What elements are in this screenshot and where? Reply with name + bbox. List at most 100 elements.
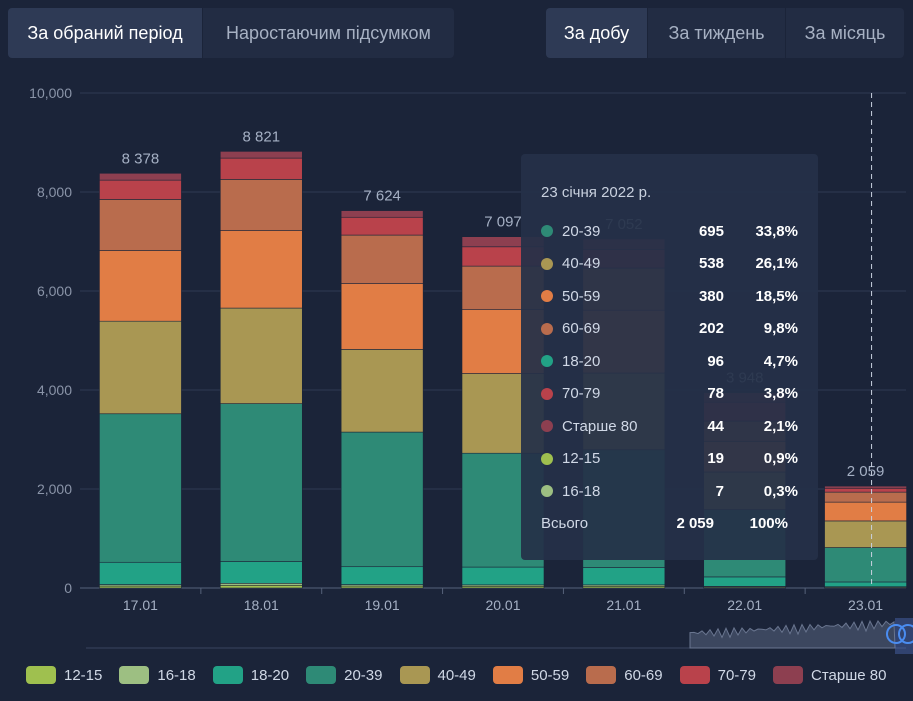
bar-segment bbox=[99, 561, 182, 585]
tooltip-row: 12-15 19 0,9% bbox=[541, 443, 798, 476]
y-tick-label: 4,000 bbox=[37, 382, 72, 398]
series-dot-icon bbox=[541, 225, 553, 238]
tooltip-row-pct: 26,1% bbox=[755, 255, 798, 273]
chart-tooltip: 23 січня 2022 р. 20-39 695 33,8% 40-49 538 26… bbox=[521, 154, 818, 560]
legend-swatch-icon bbox=[119, 666, 150, 684]
legend-item[interactable]: 70-79 bbox=[679, 666, 756, 684]
tooltip-row-label: 16-18 bbox=[562, 482, 601, 500]
legend-label: 40-49 bbox=[437, 666, 476, 684]
bar-total-label: 2 059 bbox=[847, 463, 885, 480]
bar-segment bbox=[824, 485, 907, 489]
bar-segment bbox=[340, 431, 424, 568]
bar-segment bbox=[219, 403, 303, 562]
chart-legend: 12-15 16-18 18-20 20-39 40-49 50-59 60-69 70-79… bbox=[26, 666, 903, 684]
tooltip-row-label: 40-49 bbox=[562, 255, 601, 273]
tab-selected-period[interactable]: За обраний період bbox=[8, 8, 203, 58]
bar-segment bbox=[340, 283, 424, 350]
bar-total-label: 8 378 bbox=[122, 150, 160, 167]
tooltip-row: 40-49 538 26,1% bbox=[541, 248, 798, 281]
tooltip-row-label: 50-59 bbox=[562, 287, 601, 305]
x-tick-label: 19.01 bbox=[365, 597, 400, 613]
legend-swatch-icon bbox=[26, 666, 56, 684]
series-dot-icon bbox=[541, 452, 553, 465]
navigator-series bbox=[689, 619, 896, 649]
tooltip-date: 23 січня 2022 р. bbox=[541, 184, 652, 201]
tab-cumulative[interactable]: Наростаючим підсумком bbox=[203, 8, 454, 58]
tooltip-total-label: Всього bbox=[541, 515, 589, 533]
bar-segment bbox=[824, 491, 907, 503]
bar-total-label: 7 097 bbox=[484, 214, 522, 231]
legend-swatch-icon bbox=[679, 666, 710, 684]
tooltip-row-value: 78 bbox=[707, 385, 724, 403]
legend-label: 18-20 bbox=[250, 666, 290, 684]
bar-segment bbox=[99, 179, 182, 200]
legend-label: Старше 80 bbox=[811, 666, 887, 684]
tooltip-row-pct: 9,8% bbox=[763, 320, 798, 338]
bar-segment bbox=[99, 250, 182, 322]
tab-monthly[interactable]: За місяць bbox=[786, 8, 904, 58]
legend-swatch-icon bbox=[586, 666, 617, 684]
tab-weekly[interactable]: За тиждень bbox=[648, 8, 786, 58]
legend-swatch-icon bbox=[306, 666, 337, 684]
bar-segment bbox=[340, 349, 424, 433]
x-tick-label: 18.01 bbox=[244, 597, 279, 613]
legend-item[interactable]: Старше 80 bbox=[773, 666, 886, 684]
tooltip-row-value: 19 bbox=[707, 450, 724, 468]
legend-label: 70-79 bbox=[717, 666, 756, 684]
legend-item[interactable]: 40-49 bbox=[399, 666, 476, 684]
tooltip-row: 16-18 7 0,3% bbox=[541, 475, 798, 508]
tooltip-row-value: 538 bbox=[698, 255, 724, 273]
legend-label: 16-18 bbox=[157, 666, 196, 684]
bar-segment bbox=[824, 501, 907, 522]
tooltip-row-pct: 33,8% bbox=[755, 222, 798, 240]
y-tick-label: 2,000 bbox=[37, 481, 72, 497]
legend-label: 12-15 bbox=[64, 666, 103, 684]
legend-item[interactable]: 18-20 bbox=[212, 666, 290, 684]
tab-daily[interactable]: За добу bbox=[546, 8, 648, 58]
tooltip-row-label: 12-15 bbox=[562, 450, 601, 468]
legend-swatch-icon bbox=[773, 666, 803, 684]
bar-segment bbox=[99, 320, 182, 415]
tooltip-row-value: 380 bbox=[698, 287, 724, 305]
bar-segment bbox=[219, 151, 303, 159]
tooltip-row: 60-69 202 9,8% bbox=[541, 313, 798, 346]
legend-item[interactable]: 50-59 bbox=[492, 666, 569, 684]
tooltip-total-row: Всього 2 059 100% bbox=[541, 508, 798, 541]
bar-segment bbox=[219, 561, 303, 584]
legend-item[interactable]: 60-69 bbox=[586, 666, 663, 684]
x-tick-label: 23.01 bbox=[848, 597, 883, 613]
legend-item[interactable]: 20-39 bbox=[306, 666, 383, 684]
bar-segment bbox=[99, 172, 182, 181]
tooltip-row-value: 44 bbox=[707, 417, 724, 435]
tooltip-row: 18-20 96 4,7% bbox=[541, 345, 798, 378]
series-dot-icon bbox=[541, 485, 553, 498]
tooltip-row-value: 96 bbox=[707, 352, 724, 370]
bar-segment bbox=[99, 413, 182, 563]
y-tick-label: 10,000 bbox=[29, 85, 72, 101]
period-toggle: За добу За тиждень За місяць bbox=[546, 8, 904, 58]
series-dot-icon bbox=[541, 322, 553, 335]
navigator-handle bbox=[898, 624, 913, 644]
bar-total-label: 7 624 bbox=[363, 188, 401, 205]
tooltip-row: 20-39 695 33,8% bbox=[541, 215, 798, 248]
y-tick-label: 8,000 bbox=[37, 184, 72, 200]
x-tick-label: 22.01 bbox=[727, 597, 762, 613]
bar-segment bbox=[99, 199, 182, 251]
bar-segment bbox=[461, 566, 545, 586]
tooltip-row-value: 202 bbox=[698, 320, 724, 338]
legend-item[interactable]: 12-15 bbox=[26, 666, 102, 684]
bar-segment bbox=[824, 520, 907, 548]
series-dot-icon bbox=[541, 290, 553, 303]
x-tick-label: 17.01 bbox=[123, 597, 158, 613]
tooltip-row: 70-79 78 3,8% bbox=[541, 378, 798, 411]
legend-item[interactable]: 16-18 bbox=[119, 666, 196, 684]
series-dot-icon bbox=[541, 257, 553, 270]
y-tick-label: 0 bbox=[64, 580, 72, 596]
tooltip-row: Старше 80 44 2,1% bbox=[541, 410, 798, 443]
tooltip-row-pct: 0,9% bbox=[763, 450, 798, 468]
mode-toggle: За обраний період Наростаючим підсумком bbox=[8, 8, 454, 58]
bar-segment bbox=[219, 307, 303, 404]
bar-segment bbox=[219, 179, 303, 231]
legend-swatch-icon bbox=[212, 666, 243, 684]
bar-segment bbox=[340, 566, 424, 585]
